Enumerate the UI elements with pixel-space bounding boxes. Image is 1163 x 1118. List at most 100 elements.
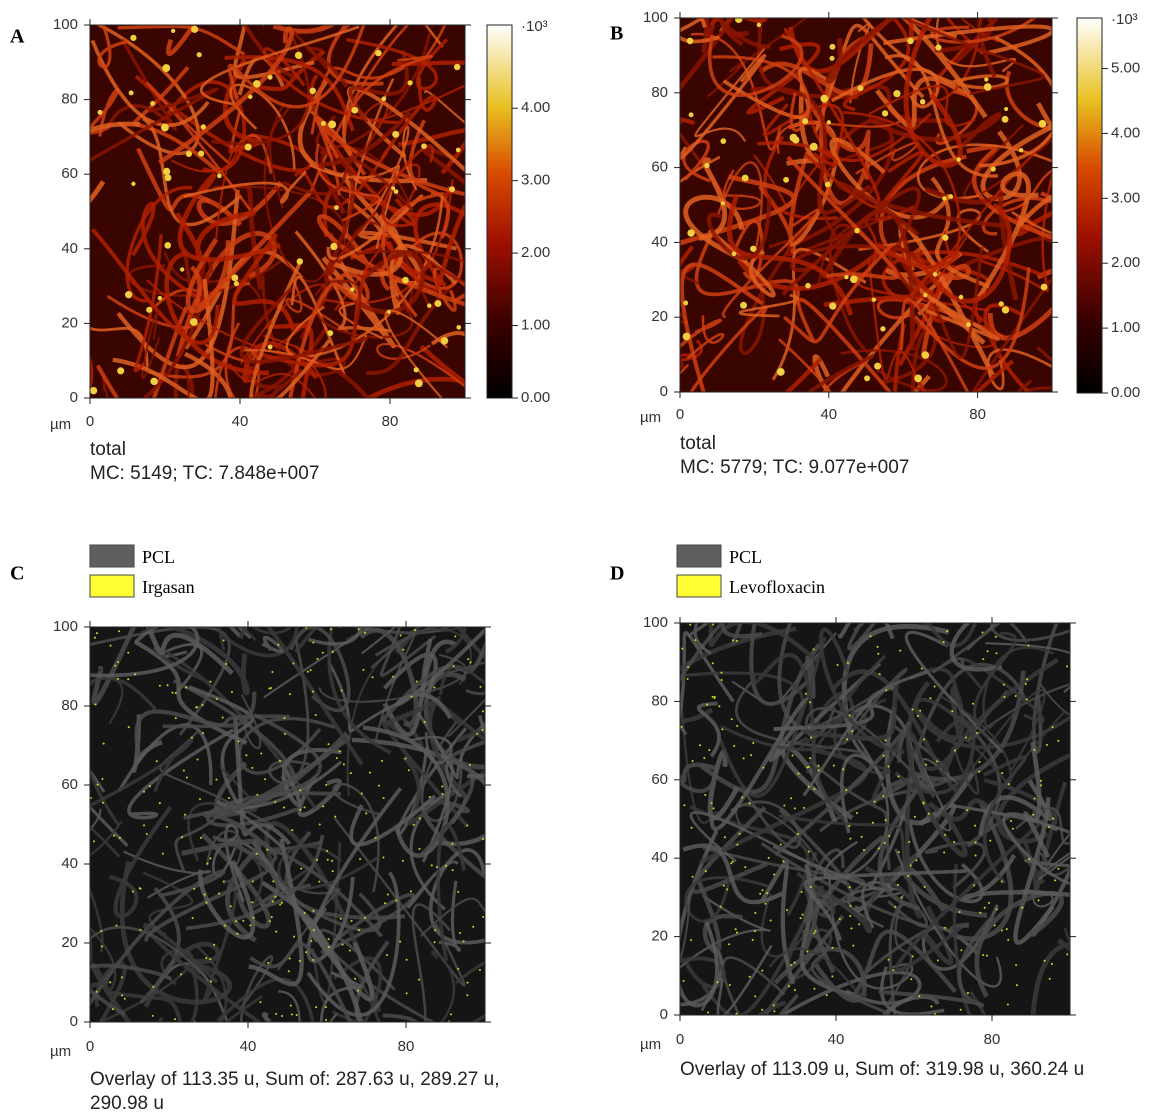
colorbar-tick-label: 4.00 — [521, 99, 550, 116]
speck — [994, 924, 996, 926]
speck — [898, 775, 900, 777]
speck — [703, 757, 705, 759]
speck — [718, 705, 720, 707]
speck — [809, 757, 811, 759]
speck — [995, 636, 997, 638]
speck — [813, 788, 815, 790]
hotspot — [150, 101, 155, 106]
speck — [96, 632, 98, 634]
speck — [312, 642, 314, 644]
caption: 290.98 u — [90, 1093, 164, 1114]
speck — [973, 884, 975, 886]
speck — [687, 666, 689, 668]
hotspot — [129, 90, 134, 95]
speck — [270, 687, 272, 689]
speck — [274, 801, 276, 803]
speck — [712, 807, 714, 809]
speck — [1052, 726, 1054, 728]
speck — [766, 892, 768, 894]
legend-swatch — [677, 545, 721, 567]
speck — [303, 806, 305, 808]
speck — [831, 975, 833, 977]
speck — [275, 931, 277, 933]
speck — [879, 673, 881, 675]
hotspot — [245, 144, 252, 151]
speck — [885, 689, 887, 691]
hotspot — [186, 151, 192, 157]
speck — [1001, 881, 1003, 883]
speck — [328, 946, 330, 948]
speck — [139, 929, 141, 931]
speck — [805, 693, 807, 695]
hotspot — [295, 52, 302, 59]
hotspot — [414, 367, 419, 372]
speck — [773, 874, 775, 876]
speck — [228, 797, 230, 799]
speck — [761, 970, 763, 972]
speck — [847, 662, 849, 664]
speck — [351, 920, 353, 922]
x-tick-label: 80 — [382, 413, 399, 430]
caption: total — [90, 439, 126, 460]
speck — [316, 859, 318, 861]
speck — [283, 717, 285, 719]
speck — [724, 836, 726, 838]
speck — [752, 939, 754, 941]
legend-label: Irgasan — [142, 577, 195, 597]
legend-label: Levofloxacin — [729, 577, 825, 597]
speck — [268, 687, 270, 689]
hotspot — [874, 363, 881, 370]
speck — [1032, 814, 1034, 816]
y-tick-label: 40 — [61, 240, 78, 257]
hotspot — [234, 281, 239, 286]
speck — [707, 1012, 709, 1014]
speck — [156, 760, 158, 762]
speck — [434, 941, 436, 943]
speck — [1001, 772, 1003, 774]
speck — [960, 949, 962, 951]
hotspot — [757, 23, 761, 27]
legend-swatch — [677, 575, 721, 597]
x-tick-label: 80 — [984, 1031, 1001, 1048]
speck — [907, 875, 909, 877]
speck — [216, 698, 218, 700]
hotspot — [130, 35, 136, 41]
speck — [274, 896, 276, 898]
speck — [281, 1015, 283, 1017]
speck — [411, 695, 413, 697]
hotspot — [829, 56, 834, 61]
speck — [946, 630, 948, 632]
speck — [408, 769, 410, 771]
speck — [972, 703, 974, 705]
speck — [325, 784, 327, 786]
speck — [418, 848, 420, 850]
speck — [716, 981, 718, 983]
speck — [975, 841, 977, 843]
speck — [413, 824, 415, 826]
speck — [897, 884, 899, 886]
speck — [381, 760, 383, 762]
speck — [898, 851, 900, 853]
speck — [204, 894, 206, 896]
hotspot — [858, 85, 864, 91]
speck — [332, 651, 334, 653]
speck — [988, 902, 990, 904]
speck — [445, 865, 447, 867]
figure: A02040608010004080µm0.001.002.003.004.00… — [0, 0, 1163, 1118]
hotspot — [920, 99, 925, 104]
speck — [466, 824, 468, 826]
speck — [882, 795, 884, 797]
speck — [384, 902, 386, 904]
speck — [402, 860, 404, 862]
speck — [143, 824, 145, 826]
speck — [259, 1001, 261, 1003]
speck — [1049, 978, 1051, 980]
speck — [733, 745, 735, 747]
x-tick-label: 80 — [398, 1038, 415, 1055]
speck — [209, 857, 211, 859]
speck — [292, 662, 294, 664]
speck — [1015, 964, 1017, 966]
speck — [1044, 960, 1046, 962]
speck — [839, 918, 841, 920]
hotspot — [720, 138, 726, 144]
